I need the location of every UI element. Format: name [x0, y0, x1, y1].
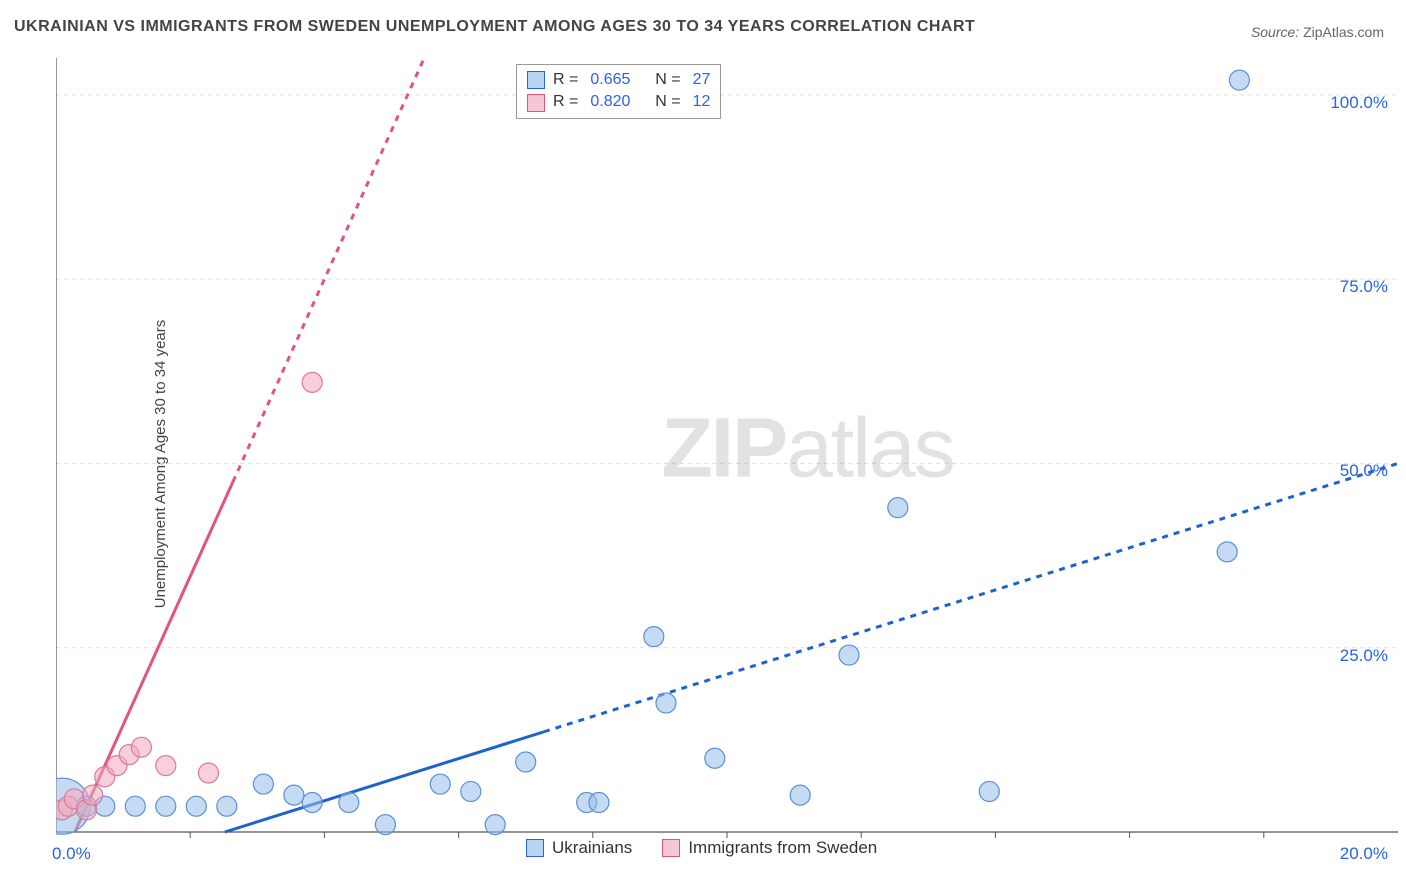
y-tick-label: 100.0% — [1330, 93, 1388, 113]
n-label: N = — [655, 69, 680, 91]
source-label: Source: — [1251, 24, 1299, 40]
data-point — [589, 793, 609, 813]
data-point — [339, 793, 359, 813]
r-value: 0.820 — [590, 91, 630, 113]
data-point — [979, 781, 999, 801]
data-point — [461, 781, 481, 801]
scatter-chart-svg — [56, 58, 1398, 870]
r-label: R = — [553, 91, 578, 113]
legend-swatch-icon — [527, 71, 545, 89]
y-tick-label: 25.0% — [1340, 646, 1388, 666]
stats-row: R = 0.665 N = 27 — [527, 69, 710, 91]
data-point — [131, 737, 151, 757]
data-point — [1217, 542, 1237, 562]
correlation-stats-box: R = 0.665 N = 27 R = 0.820 N = 12 — [516, 64, 721, 119]
data-point — [125, 796, 145, 816]
legend-item: Ukrainians — [526, 838, 632, 858]
data-point — [302, 372, 322, 392]
data-point — [839, 645, 859, 665]
y-tick-label: 75.0% — [1340, 277, 1388, 297]
source-value: ZipAtlas.com — [1303, 24, 1384, 40]
n-label: N = — [655, 91, 680, 113]
stats-row: R = 0.820 N = 12 — [527, 91, 710, 113]
legend-swatch-icon — [662, 839, 680, 857]
data-point — [217, 796, 237, 816]
data-point — [1229, 70, 1249, 90]
data-point — [705, 748, 725, 768]
data-point — [83, 785, 103, 805]
data-point — [790, 785, 810, 805]
data-point — [375, 815, 395, 835]
data-point — [888, 498, 908, 518]
series-legend: Ukrainians Immigrants from Sweden — [526, 838, 877, 858]
data-point — [302, 793, 322, 813]
chart-title: UKRAINIAN VS IMMIGRANTS FROM SWEDEN UNEM… — [14, 18, 975, 36]
plot-area: ZIPatlas R =0.665 N =27R =0.820 N =12 Uk… — [56, 58, 1398, 870]
data-point — [253, 774, 273, 794]
data-point — [485, 815, 505, 835]
x-tick-label: 0.0% — [52, 844, 91, 864]
n-value: 27 — [693, 69, 711, 91]
r-value: 0.665 — [590, 69, 630, 91]
r-label: R = — [553, 69, 578, 91]
data-point — [156, 796, 176, 816]
legend-item: Immigrants from Sweden — [662, 838, 877, 858]
data-point — [516, 752, 536, 772]
x-tick-label: 20.0% — [1340, 844, 1388, 864]
n-value: 12 — [693, 91, 711, 113]
legend-label: Ukrainians — [552, 838, 632, 858]
data-point — [186, 796, 206, 816]
data-point — [156, 756, 176, 776]
data-point — [284, 785, 304, 805]
y-tick-label: 50.0% — [1340, 461, 1388, 481]
legend-swatch-icon — [526, 839, 544, 857]
data-point — [430, 774, 450, 794]
legend-swatch-icon — [527, 94, 545, 112]
data-point — [644, 627, 664, 647]
data-point — [656, 693, 676, 713]
chart-container: Unemployment Among Ages 30 to 34 years Z… — [48, 58, 1398, 870]
data-point — [199, 763, 219, 783]
source-attribution: Source: ZipAtlas.com — [1251, 24, 1384, 40]
legend-label: Immigrants from Sweden — [688, 838, 877, 858]
